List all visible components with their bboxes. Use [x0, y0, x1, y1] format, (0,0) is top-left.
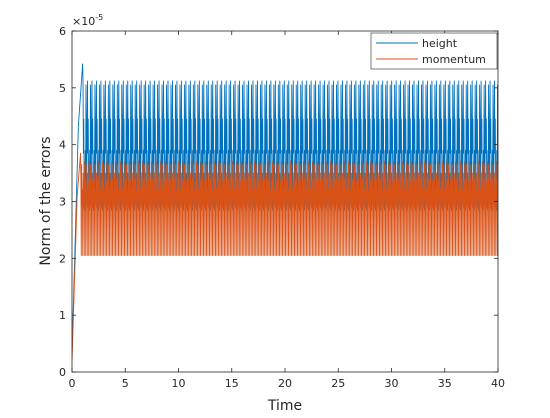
legend-box: [370, 32, 498, 70]
y-tick-label: 1: [59, 309, 66, 322]
x-tick-label: 0: [69, 377, 76, 390]
y-exponent-label: ×10-5: [72, 13, 103, 28]
x-tick-label: 30: [385, 377, 399, 390]
series-line-momentum: [72, 152, 498, 361]
series-layer: [72, 63, 498, 361]
y-tick-label: 5: [59, 82, 66, 95]
y-axis-label: Norm of the errors: [38, 136, 54, 265]
y-tick-label: 4: [59, 139, 66, 152]
legend: height momentum: [370, 32, 498, 70]
x-tick-label: 35: [438, 377, 452, 390]
ticks-layer: 0 5 10 15 20 25 30 35 40 0 1 2 3 4 5 6: [59, 25, 505, 390]
x-tick-label: 20: [278, 377, 292, 390]
y-tick-label: 2: [59, 252, 66, 265]
legend-label-momentum: momentum: [422, 53, 486, 66]
x-tick-label: 15: [225, 377, 239, 390]
x-tick-label: 10: [172, 377, 186, 390]
y-tick-label: 0: [59, 366, 66, 379]
legend-label-height: height: [422, 37, 458, 50]
x-tick-label: 40: [491, 377, 505, 390]
x-axis-label: Time: [267, 398, 302, 414]
y-tick-label: 3: [59, 196, 66, 209]
y-tick-label: 6: [59, 25, 66, 38]
x-tick-label: 25: [331, 377, 345, 390]
x-tick-label: 5: [122, 377, 129, 390]
